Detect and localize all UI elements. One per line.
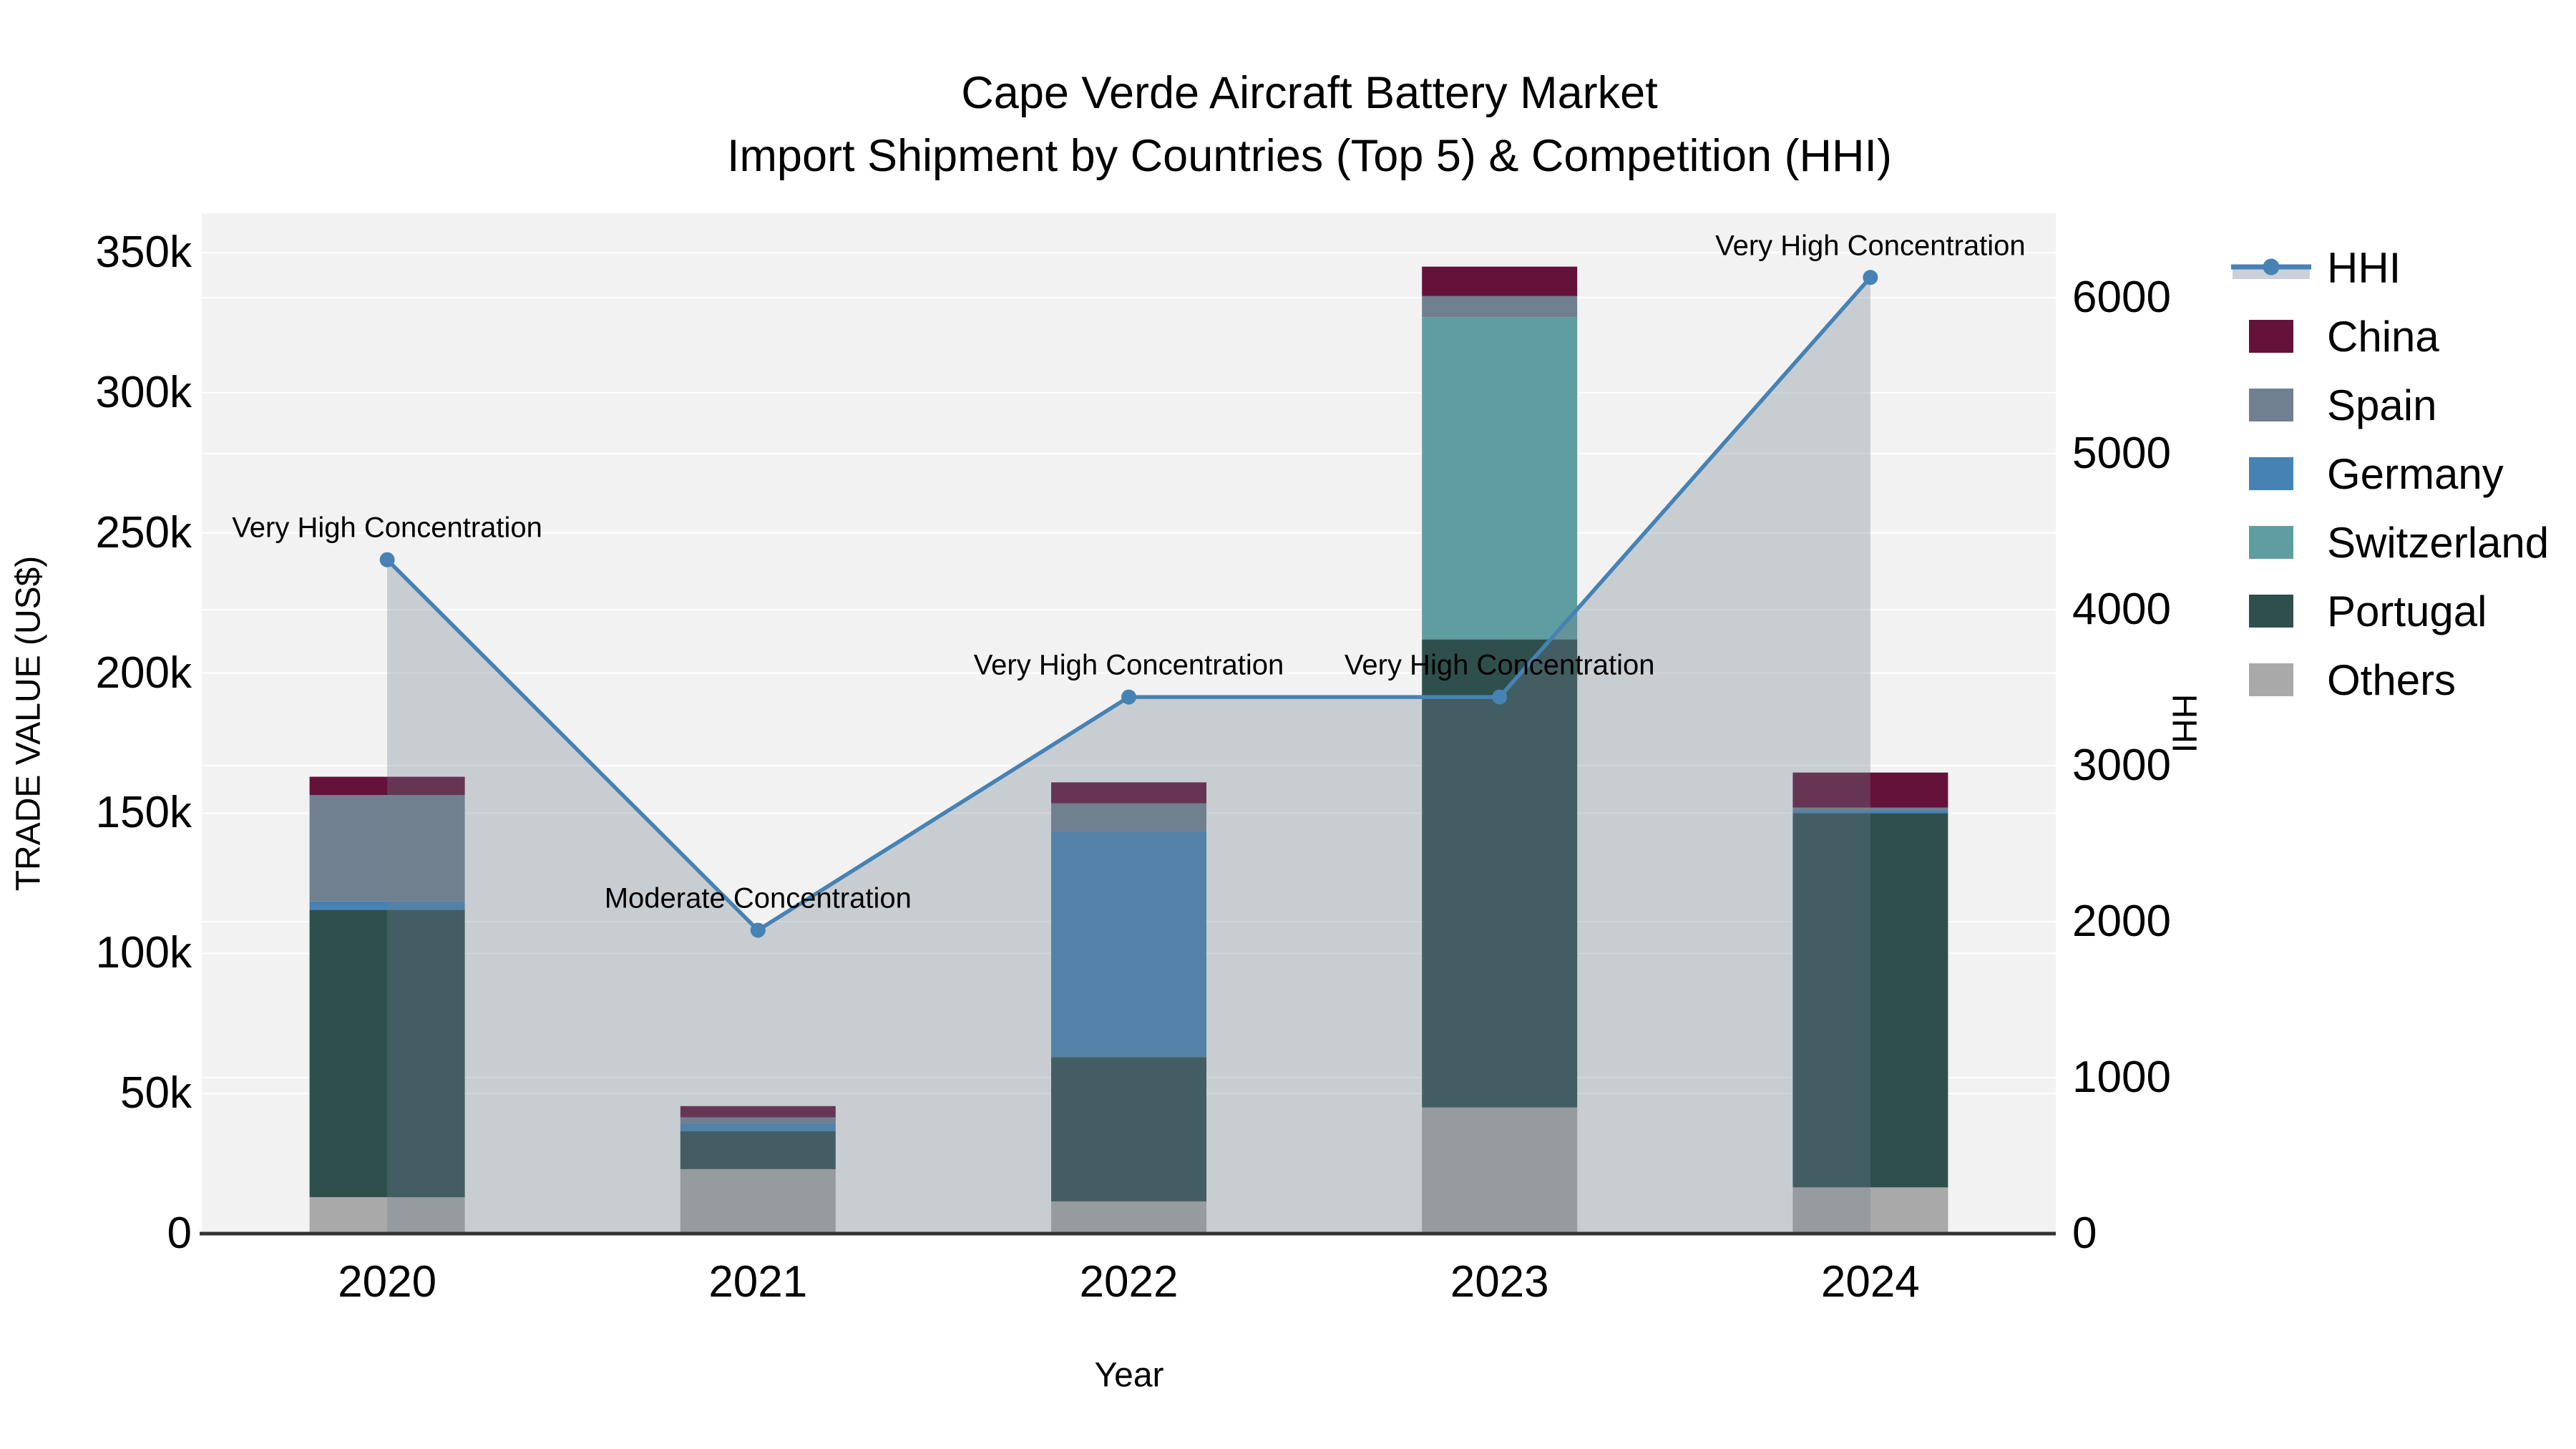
x-tick-2020: 2020 <box>338 1257 437 1307</box>
hhi-marker-2021[interactable] <box>750 922 766 938</box>
chart-title-line2: Import Shipment by Countries (Top 5) & C… <box>726 131 1893 181</box>
legend-item-portugal[interactable]: Portugal <box>2231 577 2549 645</box>
hhi-marker-2020[interactable] <box>379 552 395 567</box>
x-tick-2021: 2021 <box>708 1257 808 1307</box>
y-left-axis-title: TRADE VALUE (US$) <box>9 555 48 892</box>
portugal-color-swatch-icon <box>2231 595 2311 628</box>
bar-segment-spain-2021[interactable] <box>680 1117 836 1123</box>
germany-color-swatch-icon <box>2231 457 2311 490</box>
annotation-2020: Very High Concentration <box>232 512 542 544</box>
y-left-tick-100k: 100k <box>95 928 192 978</box>
hhi-marker-2024[interactable] <box>1863 270 1878 286</box>
y-right-tick-1000: 1000 <box>2072 1053 2171 1102</box>
legend-label: Germany <box>2327 449 2504 498</box>
legend-label: Portugal <box>2327 587 2487 635</box>
hhi-marker-2022[interactable] <box>1121 689 1136 705</box>
bar-segment-spain-2022[interactable] <box>1051 803 1206 831</box>
bar-segment-china-2024[interactable] <box>1792 772 1948 808</box>
bar-segment-germany-2020[interactable] <box>309 901 465 910</box>
spain-color-swatch-icon <box>2231 389 2311 421</box>
legend: HHI China Spain Germany Switzerland Portugal O… <box>2231 233 2549 714</box>
y-left-tick-200k: 200k <box>95 648 192 698</box>
bar-segment-switzerland-2023[interactable] <box>1422 317 1578 640</box>
x-tick-2022: 2022 <box>1079 1257 1179 1307</box>
bar-segment-china-2022[interactable] <box>1051 782 1206 804</box>
china-color-swatch-icon <box>2231 320 2311 353</box>
legend-label: Others <box>2327 655 2457 704</box>
y-left-tick-250k: 250k <box>95 507 192 557</box>
bar-segment-others-2022[interactable] <box>1051 1201 1206 1234</box>
hhi-marker-2023[interactable] <box>1492 689 1508 705</box>
bar-segment-portugal-2020[interactable] <box>309 909 465 1198</box>
y-right-tick-6000: 6000 <box>2072 273 2171 322</box>
y-left-tick-0: 0 <box>167 1209 192 1258</box>
y-left-tick-300k: 300k <box>95 367 192 417</box>
bar-segment-portugal-2022[interactable] <box>1051 1057 1206 1201</box>
legend-label: Switzerland <box>2327 518 2550 567</box>
chart-title-line1: Cape Verde Aircraft Battery Market <box>961 68 1658 118</box>
legend-label: Spain <box>2327 381 2437 429</box>
legend-label: China <box>2327 312 2439 361</box>
y-left-tick-150k: 150k <box>95 788 192 838</box>
y-left-tick-50k: 50k <box>120 1068 192 1118</box>
bar-segment-spain-2024[interactable] <box>1792 807 1948 811</box>
bar-segment-portugal-2023[interactable] <box>1422 639 1578 1108</box>
legend-item-china[interactable]: China <box>2231 302 2549 371</box>
bar-segment-spain-2020[interactable] <box>309 794 465 902</box>
y-right-tick-4000: 4000 <box>2072 585 2171 634</box>
hhi-area-fill <box>387 277 1870 1234</box>
bar-segment-china-2021[interactable] <box>680 1106 836 1118</box>
bar-segment-china-2020[interactable] <box>309 776 465 795</box>
bar-segment-others-2020[interactable] <box>309 1197 465 1234</box>
chart-title-block: Cape Verde Aircraft Battery Market Impor… <box>43 62 2576 187</box>
x-tick-2023: 2023 <box>1450 1257 1549 1307</box>
bar-segment-germany-2022[interactable] <box>1051 831 1206 1058</box>
y-right-tick-3000: 3000 <box>2072 741 2171 790</box>
x-axis-title: Year <box>1094 1356 1164 1395</box>
annotation-2021: Moderate Concentration <box>604 882 912 914</box>
bar-segment-germany-2021[interactable] <box>680 1123 836 1132</box>
annotation-2023: Very High Concentration <box>1344 649 1655 681</box>
annotation-2022: Very High Concentration <box>973 649 1284 681</box>
bar-segment-others-2023[interactable] <box>1422 1107 1578 1234</box>
bar-segment-others-2021[interactable] <box>680 1169 836 1234</box>
legend-item-spain[interactable]: Spain <box>2231 371 2549 439</box>
annotation-2024: Very High Concentration <box>1715 230 2026 262</box>
y-right-tick-5000: 5000 <box>2072 429 2171 478</box>
legend-item-switzerland[interactable]: Switzerland <box>2231 508 2549 577</box>
bar-segment-others-2024[interactable] <box>1792 1187 1948 1234</box>
y-left-tick-350k: 350k <box>95 228 192 278</box>
legend-label: HHI <box>2327 243 2401 292</box>
hhi-line-icon <box>2231 248 2311 288</box>
y-right-tick-0: 0 <box>2072 1209 2097 1258</box>
x-tick-2024: 2024 <box>1820 1257 1920 1307</box>
legend-item-germany[interactable]: Germany <box>2231 439 2549 508</box>
others-color-swatch-icon <box>2231 663 2311 696</box>
legend-item-hhi[interactable]: HHI <box>2231 233 2549 302</box>
legend-item-others[interactable]: Others <box>2231 645 2549 714</box>
y-right-tick-2000: 2000 <box>2072 897 2171 946</box>
bar-segment-china-2023[interactable] <box>1422 266 1578 296</box>
bar-segment-portugal-2024[interactable] <box>1792 813 1948 1188</box>
bar-segment-spain-2023[interactable] <box>1422 296 1578 318</box>
switzerland-color-swatch-icon <box>2231 526 2311 559</box>
bar-segment-germany-2024[interactable] <box>1792 810 1948 814</box>
bar-segment-portugal-2021[interactable] <box>680 1131 836 1169</box>
